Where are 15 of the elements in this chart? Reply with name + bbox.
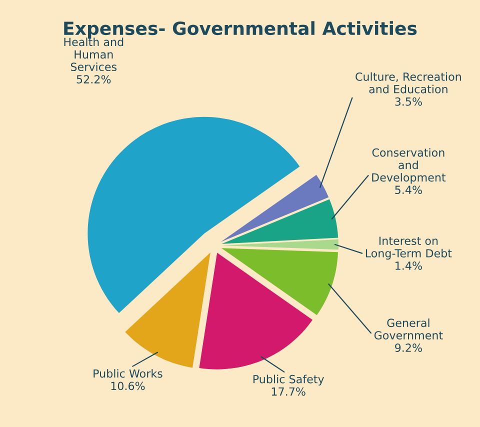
data-label: 52.2% — [76, 75, 111, 84]
slice-label: General Government — [374, 318, 443, 340]
data-label: 17.7% — [272, 387, 306, 396]
chart-title: Expenses- Governmental Activities — [64, 21, 417, 39]
slice-label: Public Works — [94, 369, 162, 378]
data-label: 1.4% — [396, 262, 422, 270]
slice-label: Interest on Long-Term Debt — [366, 236, 452, 260]
data-label: 3.5% — [395, 97, 422, 106]
slice-label: Culture, Recreation and Education — [356, 72, 461, 94]
data-label: 5.4% — [395, 186, 422, 194]
slice-label: Public Safety — [253, 374, 324, 386]
data-label: 10.6% — [111, 382, 145, 390]
data-label: 9.2% — [395, 344, 422, 352]
slice-label: Conservation and Development — [372, 148, 446, 184]
slice-label: Health and Human Services — [64, 38, 124, 72]
